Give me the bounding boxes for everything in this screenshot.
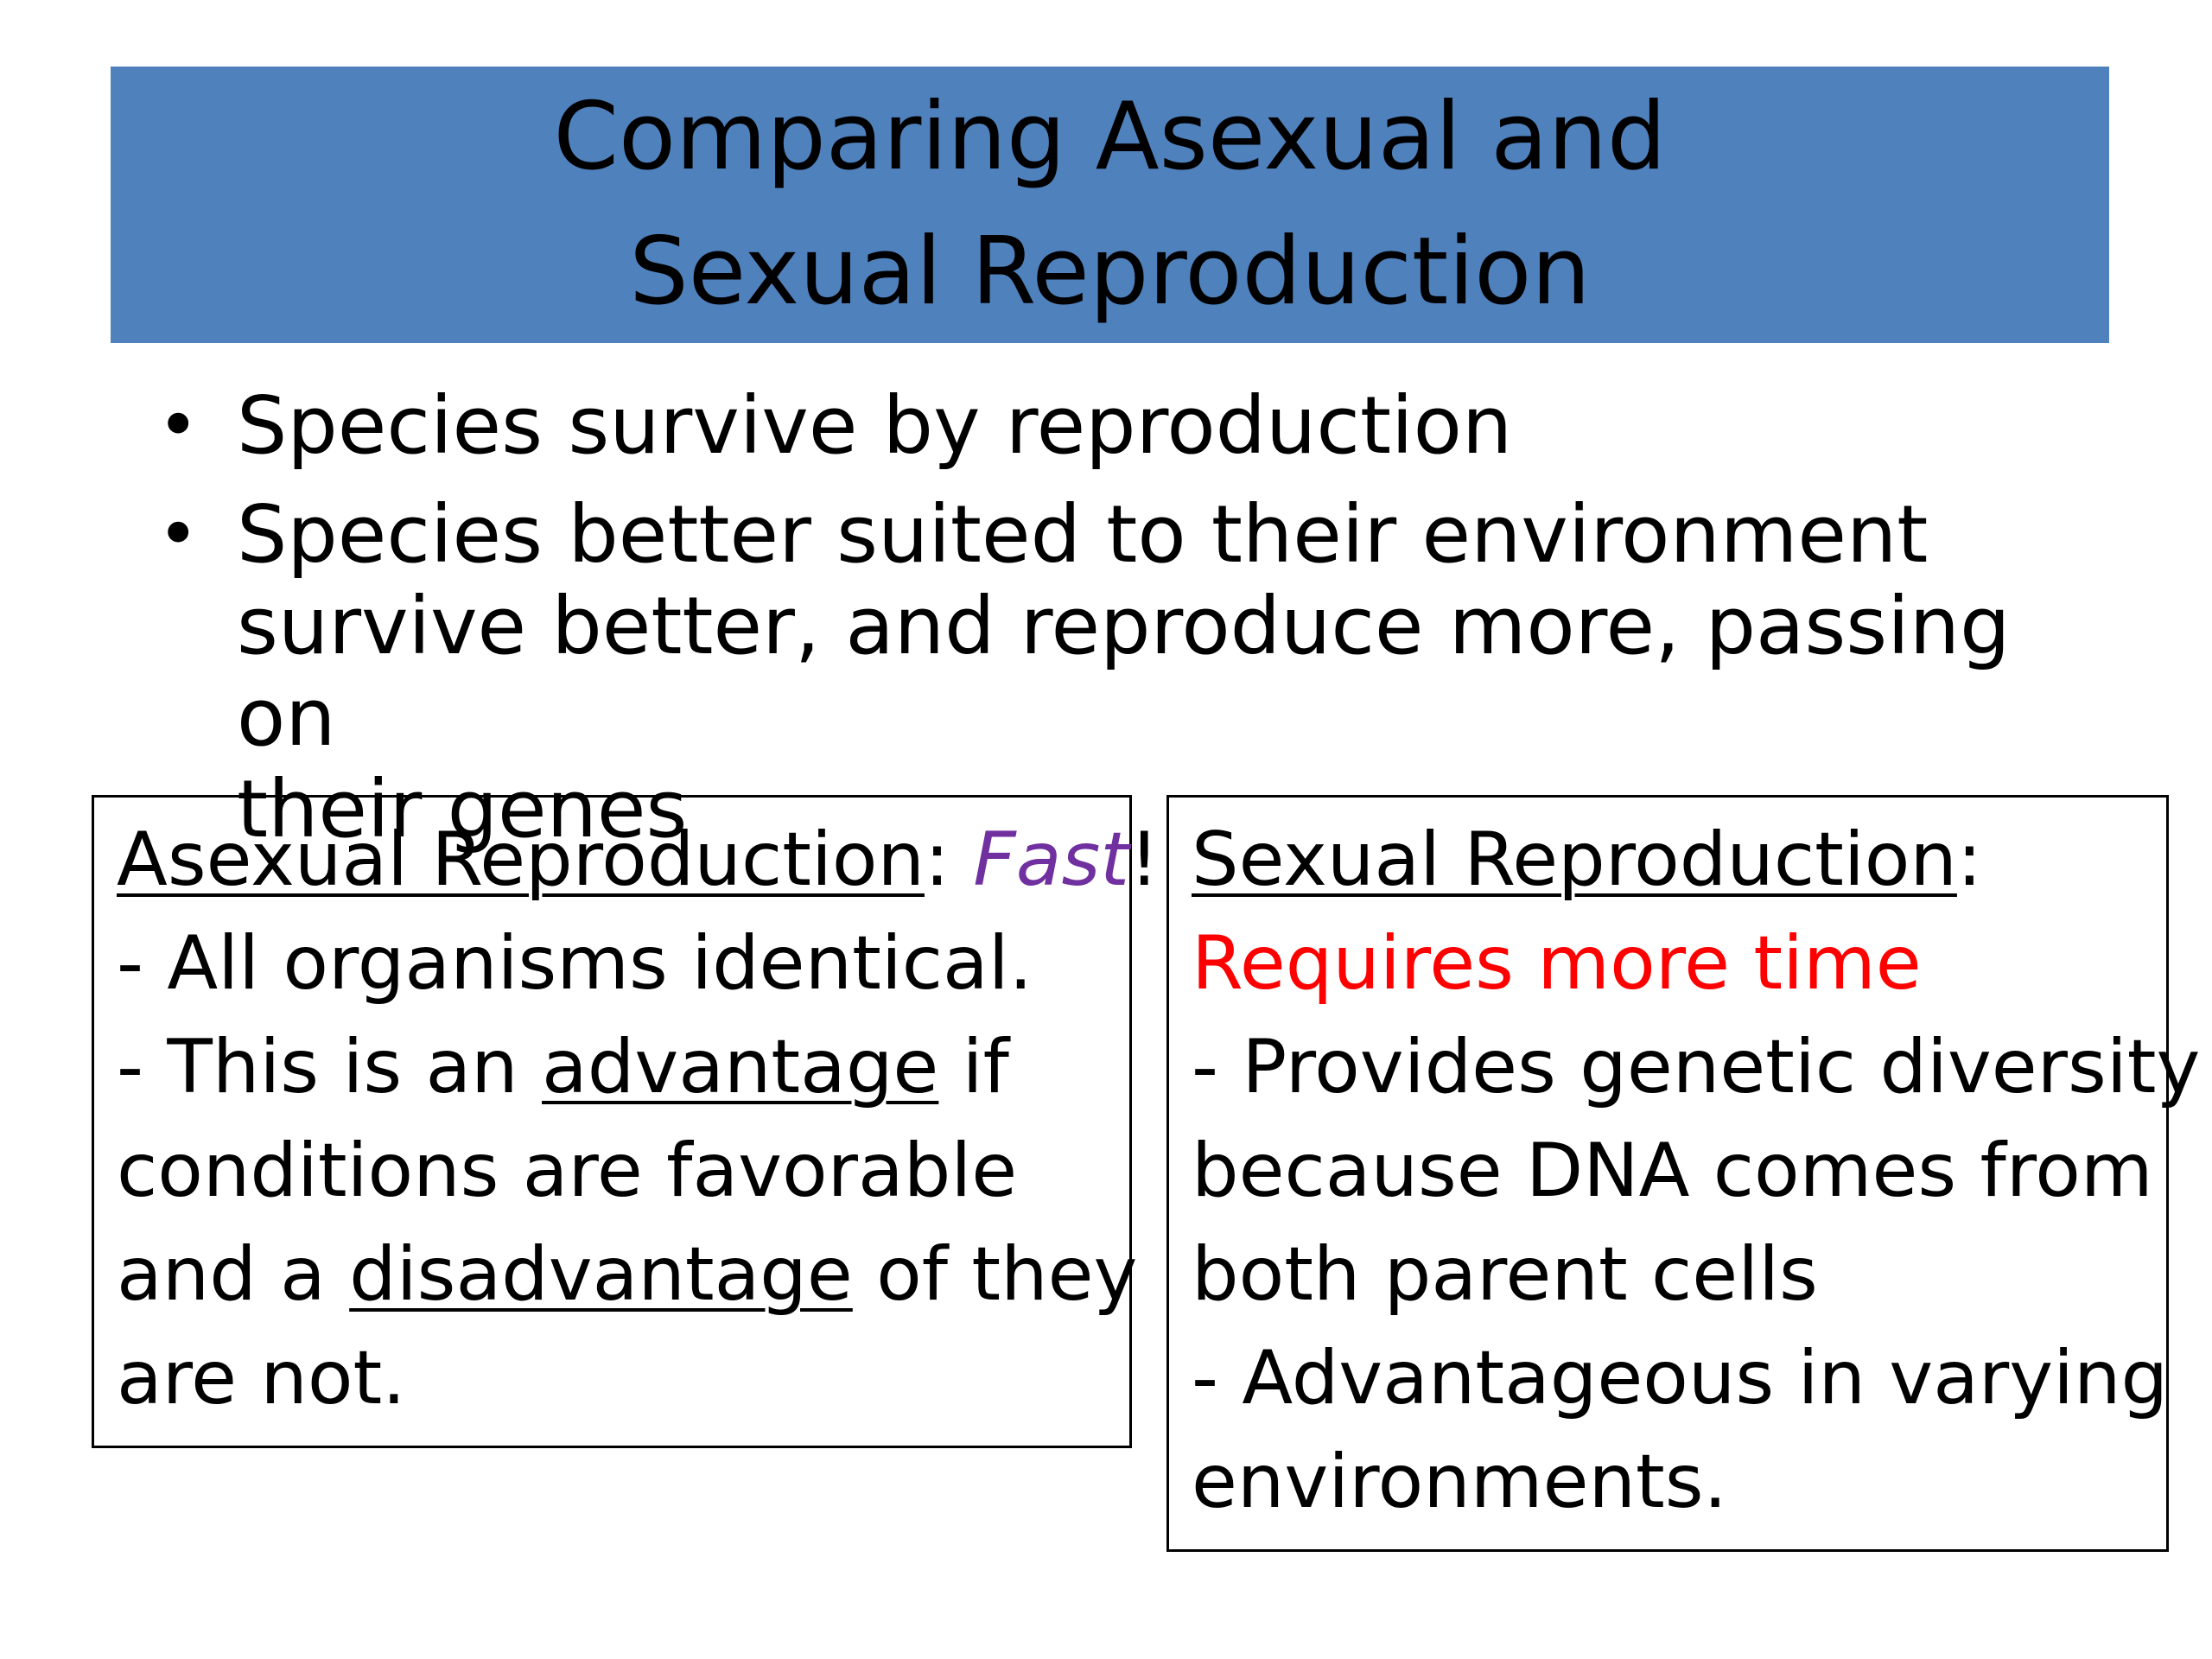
asexual-exclaim: ! bbox=[1128, 817, 1160, 903]
asexual-line-4-post: of they bbox=[852, 1231, 1138, 1318]
asexual-line-4-pre: and a bbox=[117, 1231, 350, 1318]
bullet-text-line: survive better, and reproduce more, pass… bbox=[237, 580, 2011, 764]
asexual-heading: Asexual Reproduction bbox=[117, 817, 925, 903]
asexual-line-1: - All organisms identical. bbox=[117, 920, 1033, 1007]
asexual-heading-colon: : bbox=[924, 817, 974, 903]
asexual-reproduction-box: Asexual Reproduction: Fast! - All organi… bbox=[92, 795, 1159, 1448]
sexual-line-4: - Advantageous in varying bbox=[1192, 1335, 2169, 1421]
title-bar: Comparing Asexual and Sexual Reproductio… bbox=[111, 67, 2109, 343]
slide-title-line-1: Comparing Asexual and bbox=[553, 83, 1667, 191]
bullet-item: • Species better suited to their environ… bbox=[147, 489, 2100, 855]
bullet-item: • Species survive by reproduction bbox=[147, 380, 2100, 472]
asexual-line-4: and a disadvantage of they bbox=[117, 1223, 1137, 1326]
sexual-line-1: - Provides genetic diversity bbox=[1192, 1024, 2201, 1110]
asexual-heading-line: Asexual Reproduction: Fast! bbox=[117, 808, 1159, 912]
sexual-heading: Sexual Reproduction bbox=[1192, 817, 1957, 903]
sexual-subheading: Requires more time bbox=[1192, 920, 1922, 1007]
asexual-line-3: conditions are favorable bbox=[117, 1128, 1018, 1214]
asexual-line-2-post: if bbox=[938, 1024, 1009, 1110]
bullet-text: Species survive by reproduction bbox=[237, 379, 1513, 472]
asexual-line-2: - This is an advantage if bbox=[117, 1015, 1107, 1119]
slide-title-line-2: Sexual Reproduction bbox=[629, 218, 1591, 326]
sexual-line-5: environments. bbox=[1192, 1439, 1727, 1525]
bullet-list: • Species survive by reproduction • Spec… bbox=[147, 380, 2100, 873]
sexual-heading-colon: : bbox=[1956, 817, 1982, 903]
asexual-fast-label: Fast bbox=[973, 817, 1129, 903]
bullet-text-line: Species better suited to their environme… bbox=[237, 488, 1929, 581]
disadvantage-term: disadvantage bbox=[349, 1231, 853, 1318]
sexual-heading-line: Sexual Reproduction: bbox=[1192, 808, 2144, 912]
sexual-reproduction-box: Sexual Reproduction: Requires more time … bbox=[1166, 795, 2201, 1552]
asexual-line-5: are not. bbox=[117, 1335, 406, 1421]
bullet-marker: • bbox=[157, 493, 200, 575]
asexual-line-2-pre: - This is an bbox=[117, 1024, 543, 1110]
advantage-term: advantage bbox=[542, 1024, 939, 1110]
sexual-line-2: because DNA comes from bbox=[1192, 1128, 2153, 1214]
sexual-line-3: both parent cells bbox=[1192, 1231, 1818, 1318]
bullet-marker: • bbox=[157, 385, 200, 467]
bullet-text-line: their genes bbox=[237, 763, 688, 855]
